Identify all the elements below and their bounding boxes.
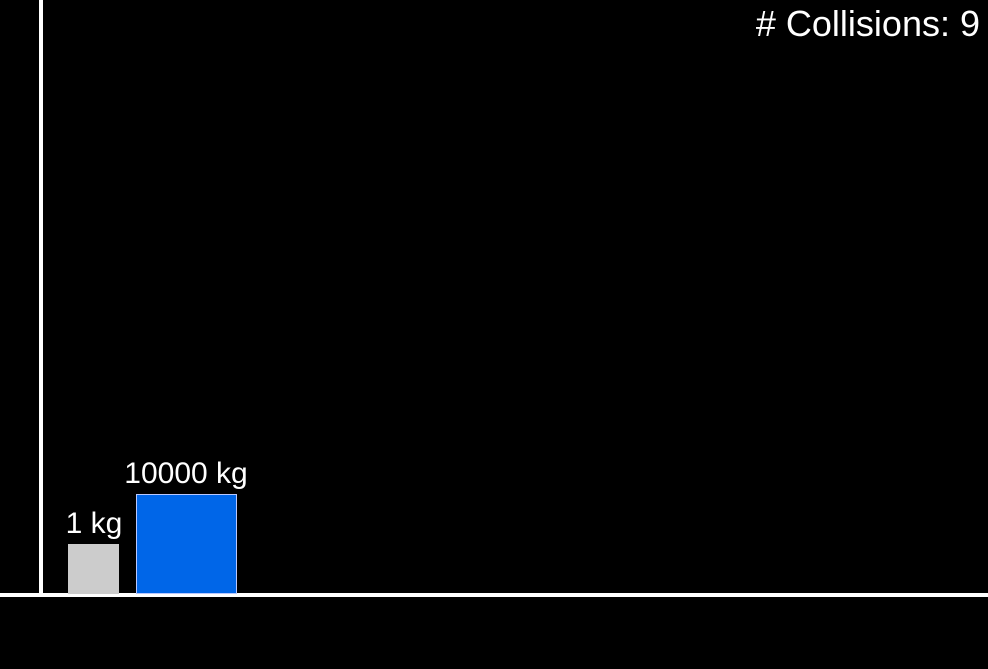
large-block xyxy=(136,494,237,594)
large-block-mass-label: 10000 kg xyxy=(124,457,248,490)
collision-counter: # Collisions: 9 xyxy=(755,3,980,44)
left-wall xyxy=(39,0,43,597)
small-block-mass-label: 1 kg xyxy=(65,507,123,540)
floor-line xyxy=(0,593,988,597)
small-block xyxy=(68,544,119,594)
